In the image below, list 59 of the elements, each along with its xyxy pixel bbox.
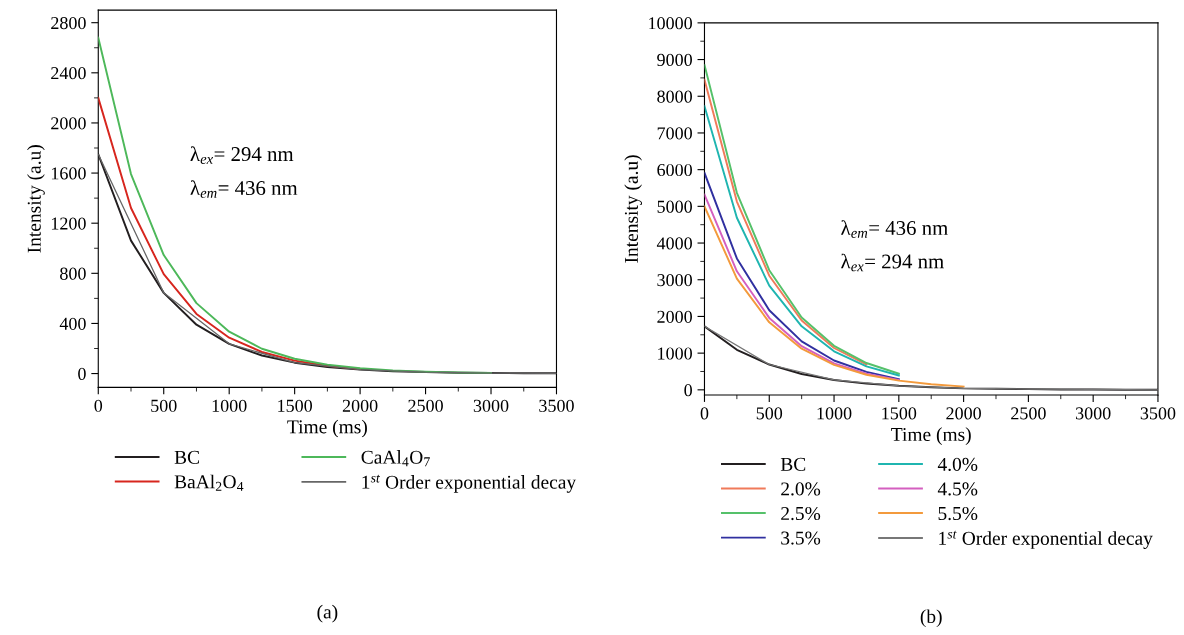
legend-label: 4.5% xyxy=(937,482,978,496)
y-tick-label: 3000 xyxy=(657,274,692,287)
text: (b) xyxy=(920,609,942,628)
x-tick-label: 3500 xyxy=(539,399,574,412)
x-tick-label: 2000 xyxy=(342,399,378,412)
y-tick-label: 10000 xyxy=(649,17,692,30)
x-axis-title: Time (ms) xyxy=(891,427,971,445)
y-tick-label: 2800 xyxy=(51,16,86,30)
x-tick-label: 1500 xyxy=(278,399,313,412)
legend-label: BC xyxy=(174,450,199,464)
x-tick-label: 2000 xyxy=(946,407,981,420)
x-tick-label: 0 xyxy=(700,407,709,420)
annotation: λ$_{ex}$= 294 nm xyxy=(841,253,944,272)
y-tick-label: 8000 xyxy=(657,90,692,103)
y-axis-title: Intensity (a.u) xyxy=(27,145,45,253)
x-axis-title: Time (ms) xyxy=(287,419,367,438)
y-tick-label: 2000 xyxy=(657,310,692,323)
y-tick-label: 2000 xyxy=(51,117,86,130)
x-tick-label: 2500 xyxy=(1011,407,1046,420)
annotation: λ$_{em}$= 436 nm xyxy=(841,220,948,238)
line-series xyxy=(704,325,1158,391)
y-tick-label: 1200 xyxy=(51,217,86,230)
x-tick-label: 500 xyxy=(151,399,177,412)
legend-label: 1$^{st}$ Order exponential decay xyxy=(939,530,1153,549)
y-tick-label: 0 xyxy=(78,367,86,381)
legend-label: 4.0% xyxy=(937,457,978,472)
annotation: λ$_{ex}$= 294 nm xyxy=(190,146,294,164)
annotation: λ$_{em}$= 436 nm xyxy=(190,180,298,198)
x-tick-label: 0 xyxy=(94,399,103,412)
legend-label: CaAl$_{4}$O$_{7}$ xyxy=(361,450,430,467)
x-tick-label: 1000 xyxy=(817,407,852,420)
y-tick-label: 400 xyxy=(59,317,86,330)
y-tick-label: 1000 xyxy=(658,347,692,360)
x-tick-label: 1000 xyxy=(212,399,247,412)
x-tick-label: 3000 xyxy=(1075,407,1111,420)
y-tick-label: 800 xyxy=(60,267,86,280)
legend-label: BaAl$_{2}$O$_{4}$ xyxy=(174,474,244,491)
text: (a) xyxy=(317,604,338,623)
x-tick-label: 1500 xyxy=(882,407,917,420)
y-tick-label: 7000 xyxy=(657,127,692,140)
x-tick-label: 3500 xyxy=(1140,407,1176,420)
y-tick-label: 0 xyxy=(684,384,692,397)
legend-label: 2.5% xyxy=(781,506,821,521)
x-tick-label: 2500 xyxy=(408,399,443,412)
y-axis-title: Intensity (a.u) xyxy=(624,155,642,263)
legend-label: 5.5% xyxy=(938,506,978,521)
y-tick-label: 6000 xyxy=(657,163,692,177)
line-series xyxy=(704,205,965,388)
y-tick-label: 2400 xyxy=(51,67,86,80)
legend-label: BC xyxy=(780,457,806,471)
x-tick-label: 500 xyxy=(756,407,783,420)
legend-label: 2.0% xyxy=(781,482,821,496)
y-tick-label: 9000 xyxy=(657,53,692,66)
y-tick-label: 4000 xyxy=(656,237,692,250)
y-tick-label: 5000 xyxy=(657,200,692,213)
legend-label: 1$^{st}$ Order exponential decay xyxy=(362,474,577,493)
x-tick-label: 3000 xyxy=(473,399,509,412)
legend-label: 3.5% xyxy=(781,531,821,545)
y-tick-label: 1600 xyxy=(51,167,86,180)
